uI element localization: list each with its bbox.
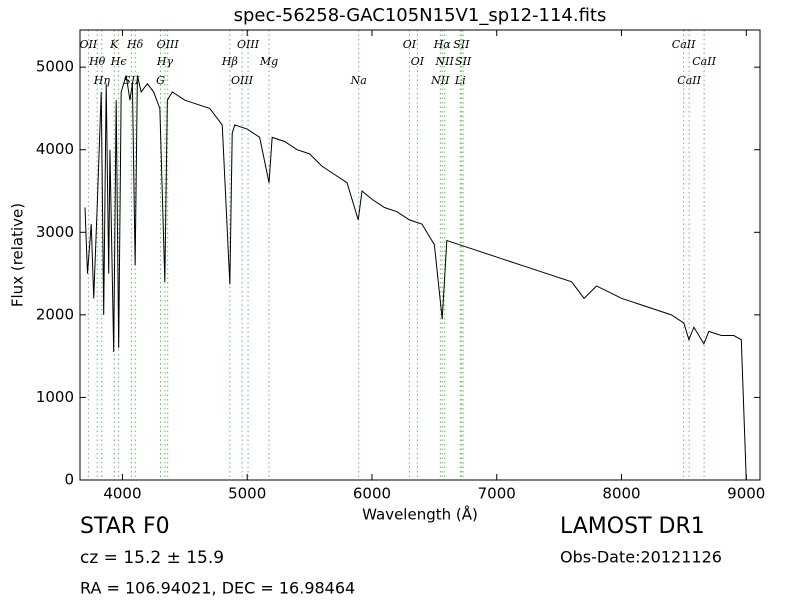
spectral-line-label: NII [430,74,450,87]
object-class: STAR F0 [80,514,170,539]
chart-title: spec-56258-GAC105N15V1_sp12-114.fits [234,5,607,26]
x-tick-label: 7000 [478,485,516,503]
x-tick-label: 6000 [353,485,391,503]
spectral-line-label: OII [80,38,98,51]
spectral-line-label: Hθ [88,55,106,68]
spectral-line-label: OIII [157,38,180,51]
spectral-line-label: CaII [677,74,701,87]
y-axis-label: Flux (relative) [9,203,27,307]
spectral-line-label: CaII [672,38,696,51]
spectral-line-label: Na [350,74,367,87]
y-tick-label: 4000 [36,140,74,158]
x-tick-label: 4000 [103,485,141,503]
x-tick-label: 5000 [228,485,266,503]
obs-date: Obs-Date:20121126 [560,548,722,567]
y-tick-label: 2000 [36,305,74,323]
y-tick-label: 1000 [36,388,74,406]
spectral-line-label: Li [454,74,466,87]
spectral-line-label: Hϵ [110,55,127,68]
survey: LAMOST DR1 [560,514,705,539]
spectral-line-label: Hδ [126,38,144,51]
plot-frame [79,29,761,481]
spectral-line-label: K [109,38,119,51]
spectral-line-label: Hβ [221,55,238,68]
y-tick-label: 3000 [36,223,74,241]
redshift: cz = 15.2 ± 15.9 [80,548,224,568]
spectral-line-label: G [156,74,165,87]
x-axis-label: Wavelength (Å) [362,505,478,524]
spectral-line-label: Hα [433,38,452,51]
spectral-line-label: OI [411,55,425,68]
coordinates: RA = 106.94021, DEC = 16.98464 [80,579,355,598]
spectral-line-label: Hη [93,74,111,87]
x-tick-label: 8000 [602,485,640,503]
x-tick-label: 9000 [727,485,765,503]
spectral-line-label: Hγ [156,55,174,68]
spectral-line-label: NII [435,55,455,68]
spectral-line-label: SII [453,38,470,51]
spectral-line-label: OIII [231,74,254,87]
spectral-line-label: OI [403,38,417,51]
spectral-line-label: Mg [259,55,278,68]
spectral-line-label: SII [455,55,472,68]
y-tick-label: 0 [64,471,74,489]
y-tick-label: 5000 [36,58,74,76]
spectrum [84,75,747,481]
spectral-line-label: OIII [237,38,260,51]
spectral-line-label: CaII [692,55,716,68]
